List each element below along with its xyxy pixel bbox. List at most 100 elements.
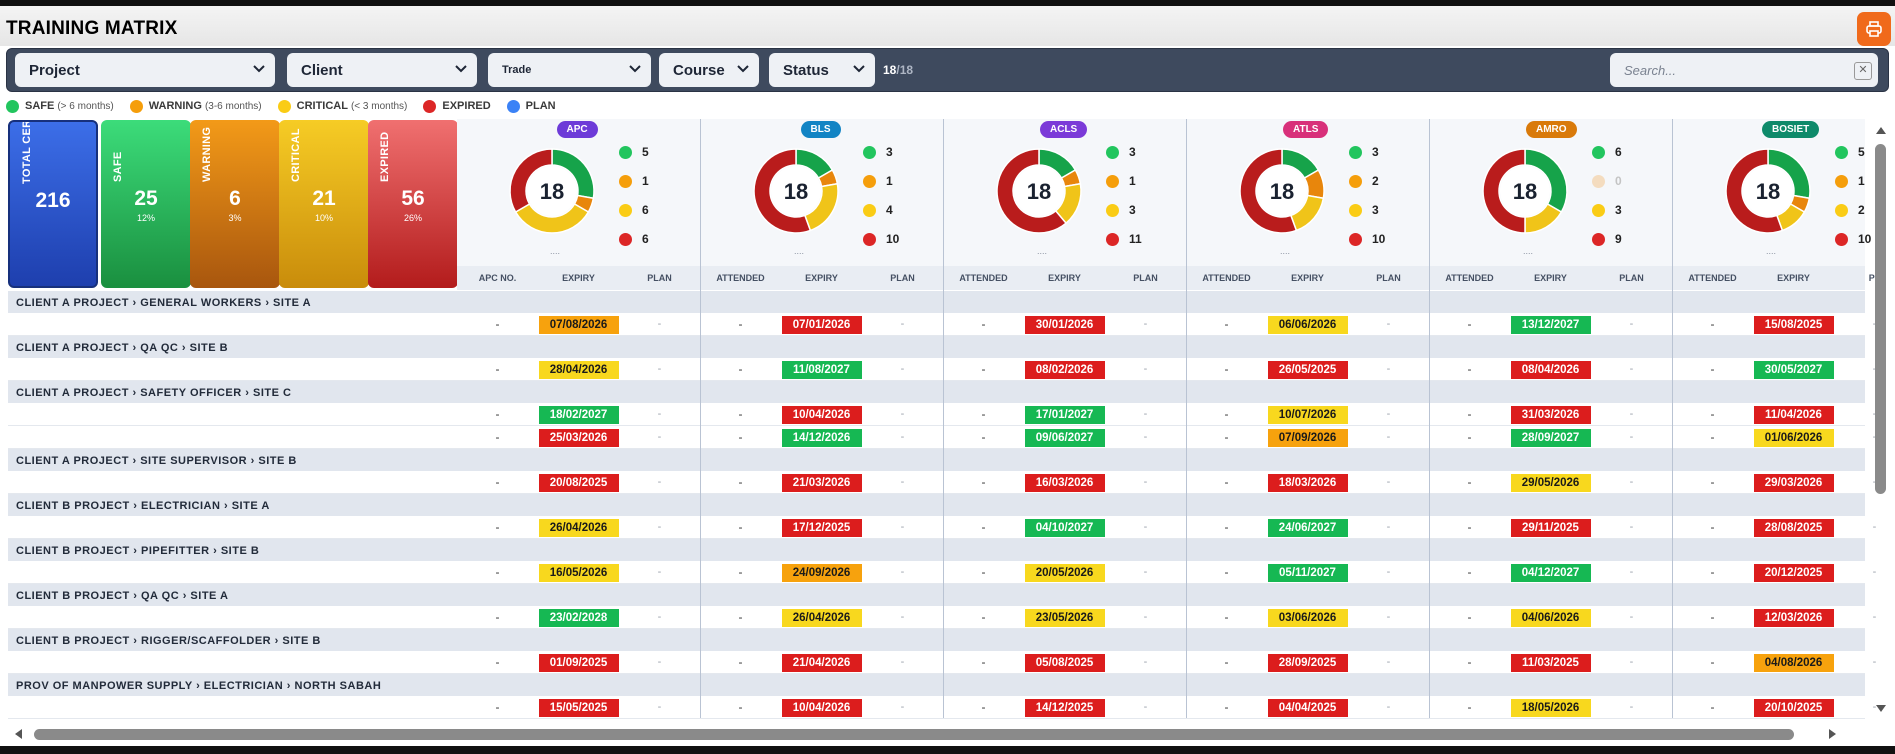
expiry-cell[interactable]: 05/08/2025 — [1024, 651, 1105, 673]
trade-select[interactable]: Trade — [488, 53, 651, 87]
plan-cell[interactable]: - — [900, 476, 905, 488]
course-count-critical[interactable]: 2 — [1835, 203, 1865, 217]
expiry-cell[interactable]: 29/11/2025 — [1510, 516, 1591, 538]
plan-cell[interactable]: - — [1143, 408, 1148, 420]
expiry-cell[interactable]: 01/09/2025 — [538, 651, 619, 673]
plan-cell[interactable]: - — [1834, 426, 1895, 448]
legend-item-expired[interactable]: EXPIRED — [423, 99, 491, 113]
expiry-cell[interactable]: 15/05/2025 — [538, 696, 619, 718]
expiry-cell[interactable]: 26/04/2026 — [781, 606, 862, 628]
course-count-safe[interactable]: 3 — [863, 145, 893, 159]
plan-cell[interactable]: - — [900, 611, 905, 623]
expiry-cell[interactable]: 16/05/2026 — [538, 561, 619, 583]
plan-cell[interactable]: - — [1834, 313, 1895, 335]
expiry-cell[interactable]: 28/09/2027 — [1510, 426, 1591, 448]
plan-cell[interactable]: - — [1386, 318, 1391, 330]
plan-cell[interactable]: - — [1629, 363, 1634, 375]
expiry-badge[interactable]: 07/08/2026 — [538, 316, 619, 334]
expiry-cell[interactable]: 18/02/2027 — [538, 403, 619, 425]
expiry-badge[interactable]: 08/04/2026 — [1510, 361, 1591, 379]
plan-cell[interactable]: - — [1143, 611, 1148, 623]
expiry-cell[interactable]: 05/11/2027 — [1267, 561, 1348, 583]
donut-slice-expired[interactable] — [753, 148, 812, 234]
expiry-cell[interactable]: 16/03/2026 — [1024, 471, 1105, 493]
course-count-critical[interactable]: 3 — [1349, 203, 1379, 217]
column-header-apcno[interactable]: APC NO. — [478, 273, 517, 283]
expiry-badge[interactable]: 12/03/2026 — [1753, 609, 1834, 627]
plan-cell[interactable]: - — [1872, 566, 1877, 578]
plan-cell[interactable]: - — [1629, 476, 1634, 488]
expiry-badge[interactable]: 18/02/2027 — [538, 406, 619, 424]
expiry-badge[interactable]: 08/02/2026 — [1024, 361, 1105, 379]
donut-slice-expired[interactable] — [1239, 148, 1298, 234]
course-pill-amro[interactable]: AMRO — [1526, 121, 1577, 138]
expiry-badge[interactable]: 13/12/2027 — [1510, 316, 1591, 334]
course-count-warning[interactable]: 1 — [619, 174, 649, 188]
summary-card-safe[interactable]: SAFE 25 12% — [101, 120, 191, 288]
table-row[interactable]: - 01/09/2025 - - 21/04/2026 - - 05/08/2025 - - 28/… — [8, 651, 1876, 674]
expiry-badge[interactable]: 26/05/2025 — [1267, 361, 1348, 379]
table-row[interactable]: - 07/08/2026 - - 07/01/2026 - - 30/01/2026 - - 06/… — [8, 313, 1876, 336]
course-count-warning[interactable]: 0 — [1592, 174, 1622, 188]
expiry-badge[interactable]: 28/04/2026 — [538, 361, 619, 379]
project-select[interactable]: Project — [15, 53, 275, 87]
expiry-cell[interactable]: 04/04/2025 — [1267, 696, 1348, 718]
plan-cell[interactable]: - — [657, 566, 662, 578]
expiry-cell[interactable]: 23/05/2026 — [1024, 606, 1105, 628]
expiry-badge[interactable]: 04/04/2025 — [1267, 699, 1348, 717]
print-button[interactable] — [1857, 12, 1891, 46]
expiry-badge[interactable]: 29/03/2026 — [1753, 474, 1834, 492]
column-header-attended[interactable]: ATTENDED — [1688, 273, 1737, 283]
expiry-badge[interactable]: 10/07/2026 — [1267, 406, 1348, 424]
expiry-cell[interactable]: 11/04/2026 — [1753, 403, 1834, 425]
column-header-plan[interactable]: PLAN — [647, 273, 672, 283]
course-pill-bosiet[interactable]: BOSIET — [1762, 121, 1820, 138]
expiry-badge[interactable]: 24/09/2026 — [781, 564, 862, 582]
plan-cell[interactable]: - — [900, 431, 905, 443]
donut-slice-expired[interactable] — [1725, 148, 1784, 234]
expiry-badge[interactable]: 17/01/2027 — [1024, 406, 1105, 424]
plan-cell[interactable]: - — [657, 656, 662, 668]
course-count-expired[interactable]: 10 — [1349, 232, 1385, 246]
table-row[interactable]: - 26/04/2026 - - 17/12/2025 - - 04/10/2027 - - 24/… — [8, 516, 1876, 539]
expiry-badge[interactable]: 14/12/2026 — [781, 429, 862, 447]
expiry-badge[interactable]: 23/05/2026 — [1024, 609, 1105, 627]
expiry-cell[interactable]: 24/09/2026 — [781, 561, 862, 583]
expiry-cell[interactable]: 01/06/2026 — [1753, 426, 1834, 448]
course-count-expired[interactable]: 11 — [1106, 232, 1142, 246]
expiry-cell[interactable]: 06/06/2026 — [1267, 313, 1348, 335]
table-row[interactable]: - 20/08/2025 - - 21/03/2026 - - 16/03/2026 - - 18/… — [8, 471, 1876, 494]
course-pill-apc[interactable]: APC — [556, 121, 598, 138]
expiry-cell[interactable]: 04/12/2027 — [1510, 561, 1591, 583]
expiry-badge[interactable]: 18/03/2026 — [1267, 474, 1348, 492]
plan-cell[interactable]: - — [657, 611, 662, 623]
expiry-cell[interactable]: 09/06/2027 — [1024, 426, 1105, 448]
expiry-cell[interactable]: 03/06/2026 — [1267, 606, 1348, 628]
course-count-safe[interactable]: 3 — [1349, 145, 1379, 159]
expiry-badge[interactable]: 11/08/2027 — [781, 361, 862, 379]
expiry-badge[interactable]: 18/05/2026 — [1510, 699, 1591, 717]
column-header-plan[interactable]: PLAN — [1619, 273, 1644, 283]
expiry-badge[interactable]: 07/09/2026 — [1267, 429, 1348, 447]
plan-cell[interactable]: - — [1386, 408, 1391, 420]
plan-cell[interactable]: - — [1629, 431, 1634, 443]
expiry-badge[interactable]: 30/01/2026 — [1024, 316, 1105, 334]
plan-cell[interactable]: - — [1386, 566, 1391, 578]
column-header-attended[interactable]: ATTENDED — [959, 273, 1008, 283]
expiry-badge[interactable]: 07/01/2026 — [781, 316, 862, 334]
expiry-cell[interactable]: 08/04/2026 — [1510, 358, 1591, 380]
scroll-up-icon[interactable] — [1876, 126, 1886, 134]
expiry-cell[interactable]: 24/06/2027 — [1267, 516, 1348, 538]
plan-cell[interactable]: - — [1386, 701, 1391, 713]
plan-cell[interactable]: - — [900, 656, 905, 668]
expiry-cell[interactable]: 07/01/2026 — [781, 313, 862, 335]
table-row[interactable]: - 25/03/2026 - - 14/12/2026 - - 09/06/2027 - - 07/… — [8, 426, 1876, 449]
expiry-cell[interactable]: 11/08/2027 — [781, 358, 862, 380]
expiry-cell[interactable]: 04/06/2026 — [1510, 606, 1591, 628]
plan-cell[interactable]: - — [1386, 521, 1391, 533]
expiry-badge[interactable]: 28/08/2025 — [1753, 519, 1834, 537]
plan-cell[interactable]: - — [657, 431, 662, 443]
expiry-cell[interactable]: 26/05/2025 — [1267, 358, 1348, 380]
donut-slice-expired[interactable] — [1482, 148, 1526, 234]
expiry-badge[interactable]: 04/12/2027 — [1510, 564, 1591, 582]
